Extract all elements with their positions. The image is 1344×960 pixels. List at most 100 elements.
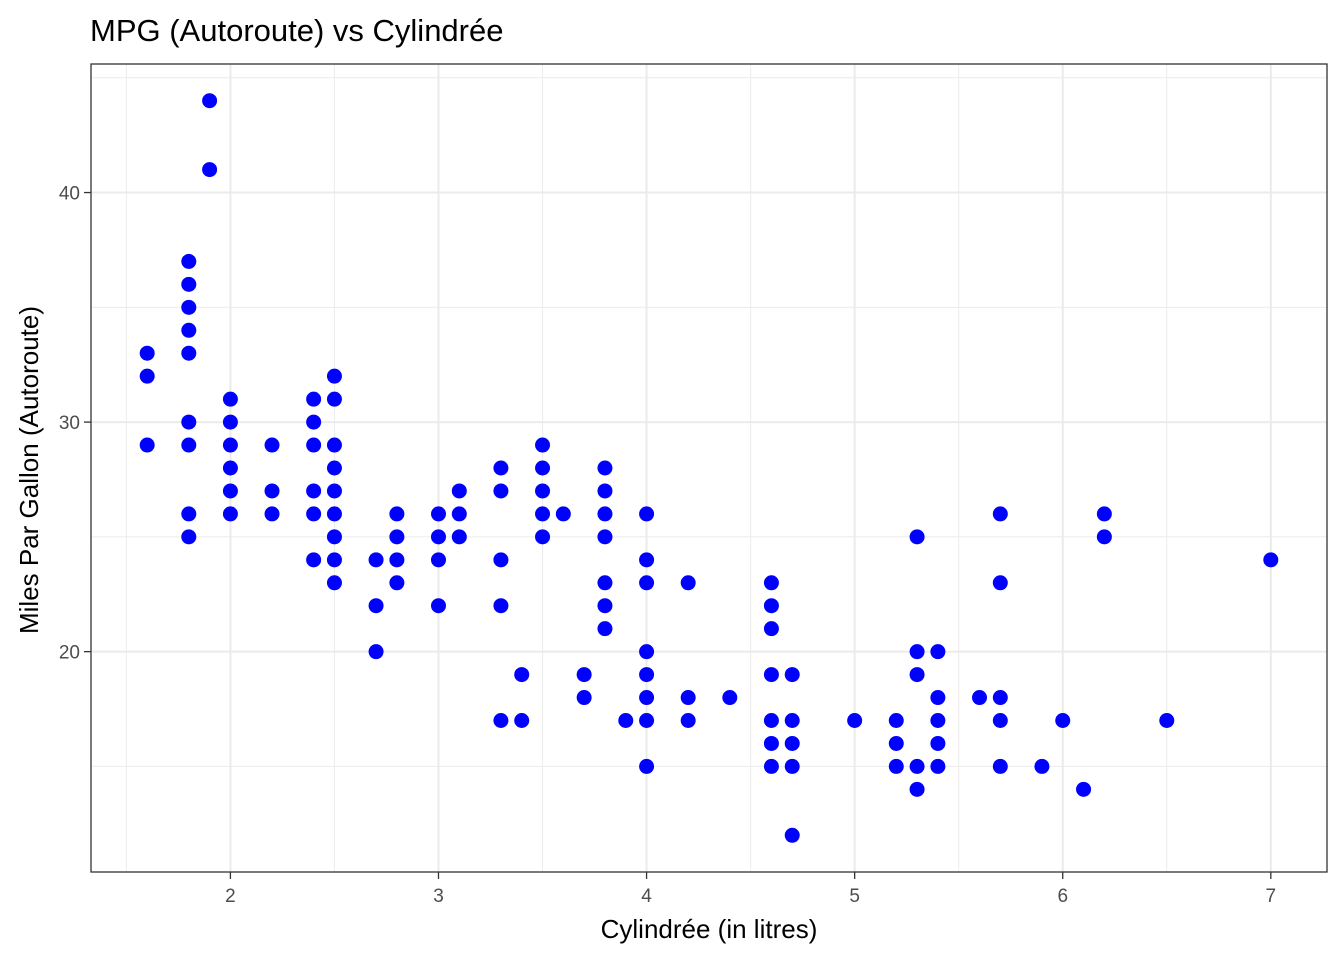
data-point	[326, 391, 342, 407]
data-point	[888, 713, 904, 728]
data-point	[535, 460, 551, 476]
data-point	[493, 713, 509, 728]
data-point	[763, 758, 779, 774]
data-point	[326, 483, 342, 499]
data-point	[639, 713, 655, 728]
data-point	[493, 483, 509, 499]
data-point	[222, 460, 238, 476]
data-point	[326, 368, 342, 384]
data-point	[763, 735, 779, 751]
data-point	[847, 713, 863, 728]
data-point	[763, 713, 779, 728]
data-point	[930, 758, 946, 774]
data-point	[888, 758, 904, 774]
data-point	[639, 552, 655, 568]
data-point	[222, 437, 238, 453]
data-point	[930, 713, 946, 728]
x-tick-label: 5	[849, 886, 860, 907]
data-point	[992, 506, 1008, 522]
data-point	[535, 506, 551, 522]
data-point	[909, 781, 925, 797]
data-point	[639, 506, 655, 522]
data-point	[576, 690, 592, 706]
grid	[91, 64, 1327, 872]
data-point	[181, 437, 197, 453]
data-point	[763, 598, 779, 614]
data-point	[680, 713, 696, 728]
data-point	[326, 437, 342, 453]
data-point	[139, 345, 155, 361]
data-point	[389, 575, 405, 591]
data-point	[306, 552, 322, 568]
data-point	[389, 552, 405, 568]
x-tick-label: 2	[225, 886, 236, 907]
data-point	[1096, 529, 1112, 545]
data-point	[451, 529, 467, 545]
data-point	[326, 529, 342, 545]
data-point	[992, 575, 1008, 591]
data-point	[909, 667, 925, 683]
data-point	[306, 391, 322, 407]
data-point	[618, 713, 634, 728]
data-point	[784, 667, 800, 683]
data-point	[430, 598, 446, 614]
data-point	[181, 529, 197, 545]
data-point	[181, 345, 197, 361]
y-axis-title: Miles Par Gallon (Autoroute)	[14, 306, 44, 634]
x-axis-title: Cylindrée (in litres)	[601, 914, 818, 944]
data-point	[535, 529, 551, 545]
data-point	[181, 322, 197, 338]
data-point	[326, 460, 342, 476]
data-point	[972, 690, 988, 706]
data-point	[680, 575, 696, 591]
data-point	[222, 506, 238, 522]
data-point	[389, 506, 405, 522]
data-point	[306, 506, 322, 522]
data-point	[1076, 781, 1092, 797]
data-point	[992, 758, 1008, 774]
y-axis-ticks: 20 30 40	[59, 184, 91, 664]
data-point	[139, 437, 155, 453]
data-point	[493, 598, 509, 614]
data-point	[784, 735, 800, 751]
x-tick-label: 3	[433, 886, 444, 907]
data-point	[784, 758, 800, 774]
data-point	[202, 162, 218, 178]
data-point	[909, 644, 925, 660]
data-point	[763, 575, 779, 591]
data-point	[1159, 713, 1175, 728]
x-tick-label: 4	[641, 886, 652, 907]
data-point	[680, 690, 696, 706]
data-point	[763, 667, 779, 683]
data-point	[264, 506, 280, 522]
data-point	[888, 735, 904, 751]
data-point	[264, 483, 280, 499]
data-point	[639, 758, 655, 774]
data-point	[639, 667, 655, 683]
data-point	[597, 529, 613, 545]
data-point	[784, 713, 800, 728]
data-point	[639, 575, 655, 591]
data-point	[576, 667, 592, 683]
data-point	[181, 506, 197, 522]
data-point	[368, 598, 384, 614]
data-point	[909, 758, 925, 774]
data-point	[389, 529, 405, 545]
data-point	[306, 483, 322, 499]
y-tick-label: 20	[59, 643, 80, 664]
data-point	[306, 437, 322, 453]
data-point	[430, 506, 446, 522]
data-point	[222, 391, 238, 407]
data-point	[535, 483, 551, 499]
data-point	[451, 483, 467, 499]
data-point	[1034, 758, 1050, 774]
data-point	[368, 552, 384, 568]
data-point	[722, 690, 738, 706]
data-point	[181, 299, 197, 315]
data-point	[597, 598, 613, 614]
data-point	[222, 414, 238, 430]
y-tick-label: 40	[59, 184, 80, 205]
data-points	[139, 93, 1279, 843]
data-point	[514, 713, 530, 728]
